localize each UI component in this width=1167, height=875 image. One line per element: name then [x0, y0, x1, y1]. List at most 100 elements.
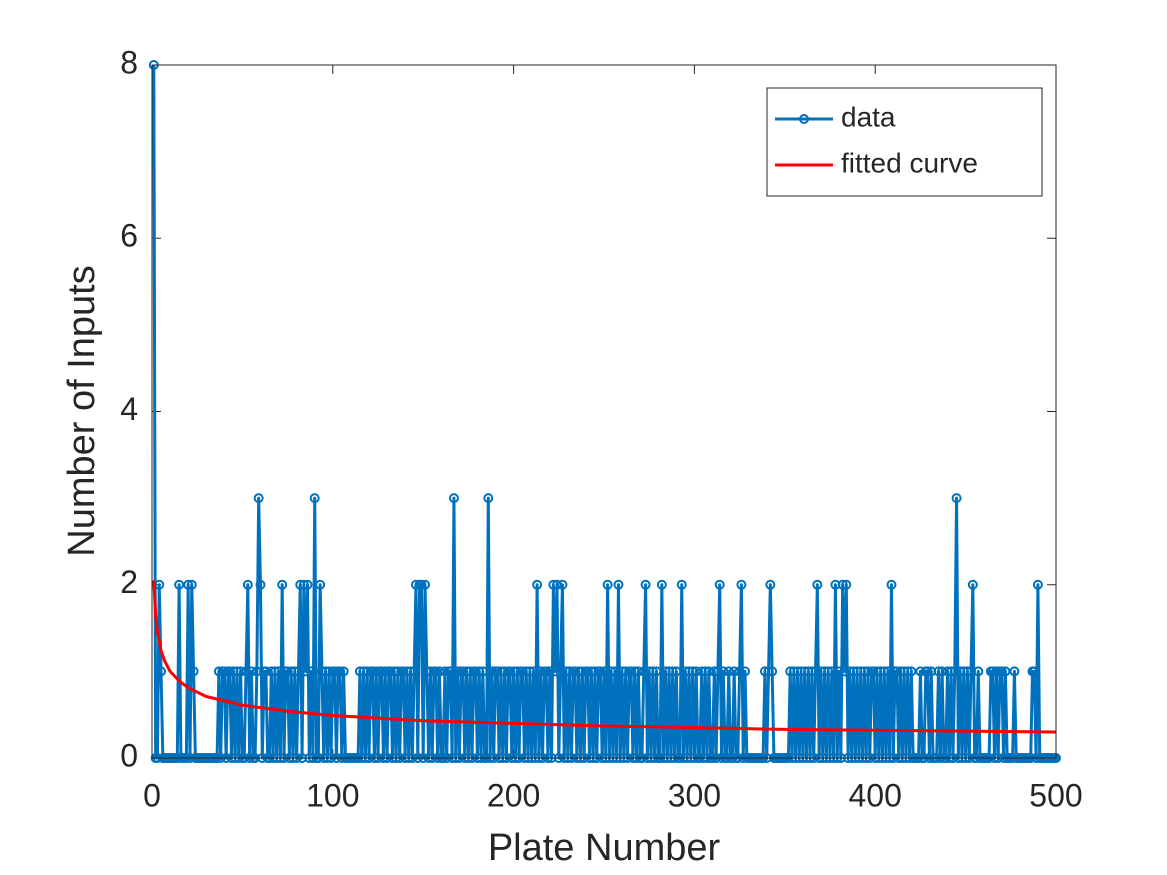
data-point	[606, 666, 617, 677]
data-point	[812, 579, 823, 590]
data-point	[269, 666, 280, 677]
data-point	[765, 579, 776, 590]
data-point	[709, 666, 720, 677]
data-point	[712, 666, 723, 677]
data-point	[839, 666, 850, 677]
data-point	[962, 666, 973, 677]
y-axis-label: Number of Inputs	[61, 265, 103, 556]
y-tick-label: 2	[120, 564, 138, 600]
data-point	[253, 493, 264, 504]
data-point	[532, 579, 543, 590]
data-point	[315, 579, 326, 590]
x-axis-label: Plate Number	[488, 827, 721, 869]
data-point	[338, 666, 349, 677]
data-point	[651, 666, 662, 677]
data-point	[991, 666, 1002, 677]
data-point	[640, 579, 651, 590]
data-point	[188, 666, 199, 677]
data-point	[589, 666, 600, 677]
data-point	[448, 493, 459, 504]
data-point	[174, 579, 185, 590]
axes-frame	[151, 64, 1057, 759]
x-tick-label: 100	[306, 777, 359, 813]
data-point	[700, 666, 711, 677]
data-point	[213, 666, 224, 677]
data-point	[329, 666, 340, 677]
data-point	[933, 666, 944, 677]
data-point	[551, 579, 562, 590]
data-point	[335, 666, 346, 677]
y-tick-label: 0	[120, 737, 138, 773]
data-point	[298, 579, 309, 590]
data-point	[219, 666, 230, 677]
data-point	[235, 666, 246, 677]
data-point	[902, 666, 913, 677]
x-tick-label: 400	[849, 777, 902, 813]
legend-label: fitted curve	[841, 147, 978, 178]
data-point	[409, 666, 420, 677]
data-point	[499, 666, 510, 677]
x-tick-label: 500	[1029, 777, 1082, 813]
data-point	[595, 666, 606, 677]
data-point	[439, 666, 450, 677]
data-point	[676, 579, 687, 590]
data-point	[242, 579, 253, 590]
data-point	[483, 493, 494, 504]
data-point	[703, 666, 714, 677]
data-point	[613, 579, 624, 590]
series-line	[152, 580, 1057, 734]
data-point	[246, 666, 257, 677]
data-point	[302, 579, 313, 590]
data-point	[535, 666, 546, 677]
y-tick-label: 8	[120, 44, 138, 80]
data-point	[186, 579, 197, 590]
data-point	[740, 666, 751, 677]
data-point	[564, 666, 575, 677]
data-point	[512, 666, 523, 677]
data-point	[949, 666, 960, 677]
data-point	[629, 666, 640, 677]
data-point	[723, 666, 734, 677]
data-point	[823, 666, 834, 677]
data-point	[410, 579, 421, 590]
data-point	[996, 666, 1007, 677]
data-point	[486, 666, 497, 677]
data-point	[452, 666, 463, 677]
data-point	[906, 666, 917, 677]
data-point	[834, 666, 845, 677]
data-point	[667, 666, 678, 677]
x-tick-label: 0	[143, 777, 161, 813]
data-point	[371, 666, 382, 677]
data-point	[156, 666, 167, 677]
legend-marker	[799, 114, 809, 124]
data-point	[767, 666, 778, 677]
data-point	[524, 666, 535, 677]
data-point	[289, 666, 300, 677]
data-point	[1029, 666, 1040, 677]
data-point	[1032, 579, 1043, 590]
data-point	[300, 666, 311, 677]
data-point	[714, 579, 725, 590]
data-point	[656, 579, 667, 590]
data-point	[620, 666, 631, 677]
data-point	[277, 579, 288, 590]
legend-label: data	[841, 101, 896, 132]
legend-box	[766, 87, 1043, 197]
data-point	[886, 579, 897, 590]
data-point	[405, 666, 416, 677]
data-point	[763, 666, 774, 677]
data-point	[430, 666, 441, 677]
data-point	[465, 666, 476, 677]
data-point	[946, 666, 957, 677]
y-tick-label: 6	[120, 218, 138, 254]
data-point	[474, 666, 485, 677]
x-tick-label: 300	[668, 777, 721, 813]
data-point	[420, 579, 431, 590]
data-point	[806, 666, 817, 677]
data-point	[937, 666, 948, 677]
data-point	[602, 579, 613, 590]
data-point	[1000, 666, 1011, 677]
x-tick-label: 200	[487, 777, 540, 813]
